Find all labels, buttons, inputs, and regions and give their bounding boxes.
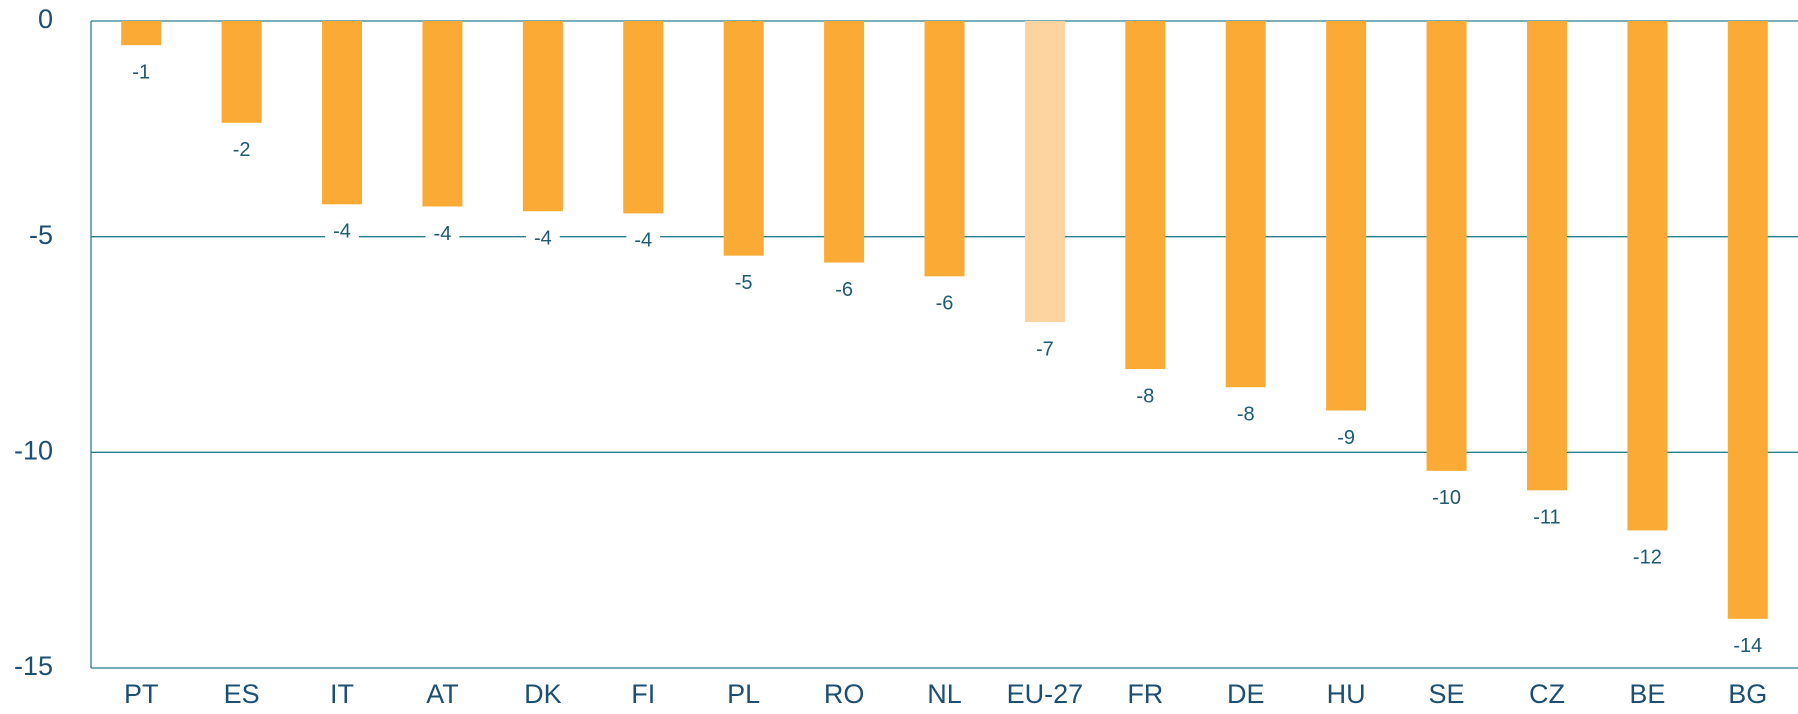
- x-tick-label: BE: [1629, 679, 1665, 709]
- value-label-bg: [1424, 485, 1470, 512]
- value-label-bg: [1228, 401, 1263, 428]
- x-tick-label: PT: [124, 679, 159, 709]
- value-label-bg: [1329, 424, 1364, 451]
- x-tick-label: SE: [1429, 679, 1465, 709]
- bar: [924, 21, 965, 277]
- bar: [522, 21, 563, 212]
- x-tick-label: HU: [1327, 679, 1366, 709]
- value-label-bg: [525, 225, 560, 252]
- bar: [1326, 21, 1367, 411]
- value-label: -4: [333, 221, 351, 243]
- x-tick-label: ES: [224, 679, 260, 709]
- bar: [824, 21, 865, 263]
- x-tick-label: PL: [727, 679, 760, 709]
- value-label: -4: [634, 230, 652, 252]
- value-label-bg: [1624, 544, 1670, 571]
- value-label: -7: [1036, 338, 1054, 360]
- value-label-bg: [325, 218, 359, 245]
- value-label: -10: [1432, 487, 1461, 509]
- x-tick-label: RO: [824, 679, 865, 709]
- value-label-bg: [827, 276, 861, 303]
- value-label-bg: [224, 137, 259, 164]
- value-label: -5: [735, 272, 753, 294]
- value-label: -8: [1136, 385, 1154, 407]
- bar: [1024, 21, 1065, 323]
- bar: [723, 21, 764, 256]
- value-label-bg: [927, 290, 962, 317]
- value-label-bg: [1525, 504, 1569, 531]
- value-label: -1: [132, 61, 150, 83]
- y-tick-label: -15: [14, 651, 53, 681]
- value-label: -2: [233, 139, 251, 161]
- value-label: -9: [1337, 427, 1355, 449]
- value-label-bg: [425, 220, 460, 247]
- value-label-bg: [124, 59, 159, 86]
- bar: [422, 21, 463, 207]
- bar: [1627, 21, 1668, 531]
- bar: [322, 21, 363, 205]
- x-tick-label: CZ: [1529, 679, 1565, 709]
- value-label: -8: [1237, 403, 1255, 425]
- x-tick-label: IT: [330, 679, 354, 709]
- bar: [623, 21, 664, 214]
- x-tick-label: AT: [426, 679, 459, 709]
- value-label-bg: [1725, 633, 1771, 660]
- value-label-bg: [626, 227, 661, 254]
- bar: [221, 21, 262, 123]
- value-label: -6: [835, 279, 853, 301]
- value-label: -12: [1633, 547, 1662, 569]
- x-tick-label: FR: [1127, 679, 1163, 709]
- bar: [1426, 21, 1467, 471]
- bar: [121, 21, 162, 46]
- x-tick-label: FI: [631, 679, 655, 709]
- value-label-bg: [1028, 336, 1062, 363]
- value-label-bg: [726, 269, 761, 296]
- x-tick-label: DE: [1227, 679, 1265, 709]
- value-label: -11: [1533, 507, 1560, 529]
- bar: [1526, 21, 1567, 491]
- value-label: -6: [936, 293, 954, 315]
- y-tick-label: 0: [38, 4, 53, 34]
- y-tick-label: -10: [14, 435, 53, 465]
- x-tick-label: EU-27: [1007, 679, 1084, 709]
- x-tick-label: NL: [927, 679, 962, 709]
- value-label: -4: [534, 227, 552, 249]
- bar: [1225, 21, 1266, 388]
- bar: [1125, 21, 1166, 370]
- x-tick-label: BG: [1728, 679, 1767, 709]
- bar: [1727, 21, 1768, 619]
- value-label: -14: [1733, 635, 1762, 657]
- x-tick-label: DK: [524, 679, 562, 709]
- y-tick-label: -5: [29, 220, 53, 250]
- value-label-bg: [1128, 383, 1163, 410]
- value-label: -4: [434, 223, 452, 245]
